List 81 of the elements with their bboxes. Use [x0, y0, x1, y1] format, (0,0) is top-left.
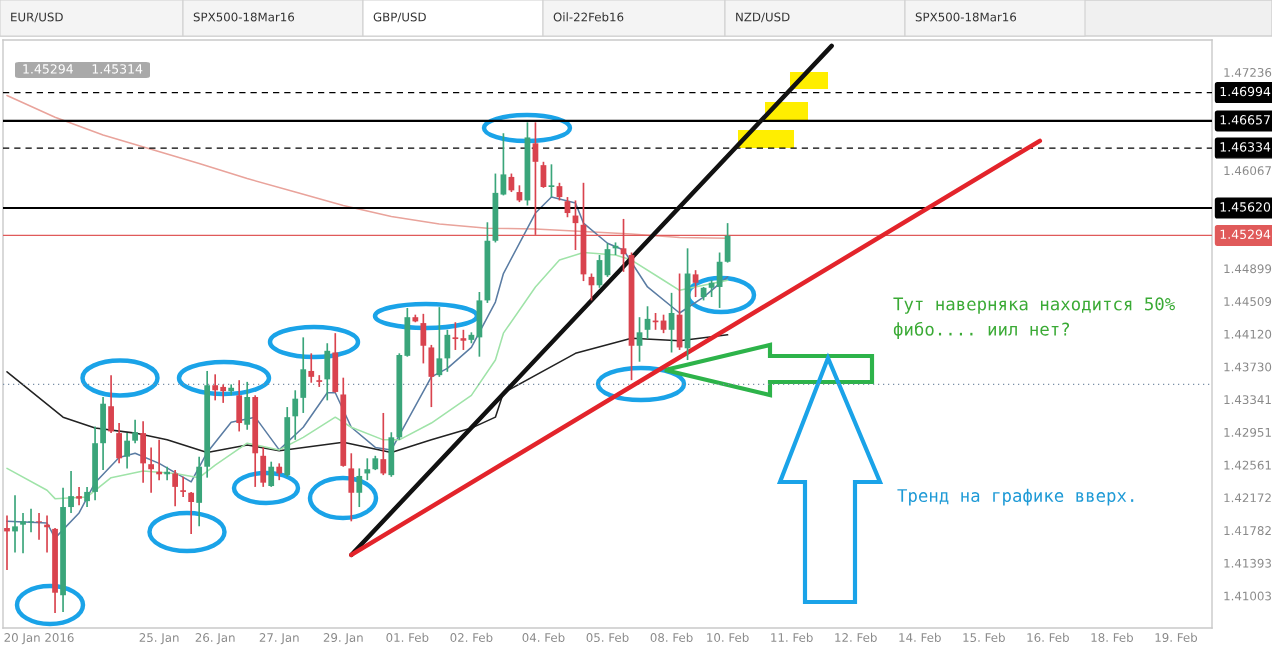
chart-title: GBP/USD [373, 12, 426, 23]
y-tick-label: 1.41782 [1224, 526, 1271, 536]
x-tick-label: 27. Jan [259, 633, 299, 645]
candlestick [460, 328, 467, 351]
ref-line-label: 1.46334 [1220, 142, 1271, 152]
candlestick [268, 460, 275, 488]
candlestick [84, 486, 90, 508]
candlestick [212, 373, 219, 402]
text: Oil-22Feb16 [553, 12, 624, 22]
x-tick-label: 11. Feb [771, 632, 813, 642]
text: EUR/USD [11, 12, 63, 23]
y-tick-label: 1.44509 [1224, 297, 1272, 306]
candlestick [172, 469, 179, 508]
x-tick-label: 08. Feb [650, 632, 693, 642]
candlestick [68, 470, 74, 514]
x-tick-label: 26. Jan [195, 633, 235, 645]
x-tick-label: 29. Jan [323, 633, 363, 645]
text: SPX500-18Mar16 [915, 12, 1017, 22]
candlestick [76, 486, 82, 507]
x-tick-label: 19. Feb [1155, 632, 1198, 642]
y-tick-label: 1.42951 [1224, 427, 1271, 437]
y-tick-label: 1.44120 [1224, 329, 1272, 339]
annotation: 1.45294 [23, 64, 73, 74]
line-series [6, 196, 729, 539]
ref-line-label: 1.45294 [1220, 229, 1271, 240]
y-tick-label: 1.46067 [1224, 166, 1271, 176]
candlestick [548, 163, 555, 198]
candlestick [364, 457, 371, 481]
candlestick [444, 328, 451, 373]
text: NZD/USD [736, 12, 790, 23]
candlestick [124, 432, 130, 470]
candlestick [180, 475, 187, 498]
candlestick [452, 321, 459, 351]
y-tick-label: 1.43730 [1224, 362, 1272, 372]
x-tick-label: 04. Feb [522, 632, 565, 642]
text: SPX500-18Mar16 [193, 12, 295, 22]
x-tick-label: 12. Feb [835, 632, 877, 642]
candlestick [36, 512, 42, 541]
y-tick-label: 1.42561 [1224, 460, 1271, 470]
candlestick [28, 507, 34, 534]
x-tick-label: 16. Feb [1027, 632, 1069, 642]
candlestick [420, 313, 427, 365]
candlestick [12, 494, 18, 554]
candlestick [692, 269, 699, 298]
ref-line-label: 1.45620 [1220, 202, 1271, 212]
x-tick-label: 15. Feb [963, 632, 1005, 642]
x-tick-label: 18. Feb [1091, 632, 1133, 642]
candlestick [4, 514, 10, 571]
annotation: Тут наверняка находится 50% фибо.... иил нет? [893, 297, 1175, 340]
y-tick-label: 1.42172 [1224, 493, 1271, 503]
y-tick-label: 1.43341 [1224, 395, 1271, 405]
line-series [6, 251, 729, 500]
y-tick-label: 1.41393 [1224, 558, 1271, 568]
candlestick [316, 374, 323, 388]
x-tick-label: 25. Jan [139, 633, 179, 645]
y-tick-label: 1.47236 [1224, 67, 1272, 77]
annotation: Тренд на графике вверх. [897, 488, 1134, 506]
annotation: 1.45314 [92, 64, 143, 74]
candlestick [636, 316, 643, 363]
x-tick-label: 20 Jan 2016 [4, 633, 74, 645]
ref-line-label: 1.46657 [1220, 115, 1270, 125]
candlestick [220, 383, 227, 404]
candlestick [436, 306, 443, 378]
candlestick [356, 467, 363, 508]
candlestick [308, 352, 315, 384]
x-tick-label: 01. Feb [386, 632, 429, 642]
line-series [6, 334, 729, 454]
y-tick-label: 1.44899 [1224, 264, 1272, 274]
x-tick-label: 14. Feb [899, 632, 941, 642]
candlestick [292, 389, 299, 441]
x-tick-label: 05. Feb [586, 632, 629, 642]
ref-line-label: 1.46994 [1220, 86, 1271, 97]
candlestick [20, 512, 26, 555]
candlestick [132, 418, 138, 445]
x-tick-label: 02. Feb [450, 632, 493, 642]
candlestick [380, 412, 387, 476]
candlestick [188, 491, 195, 535]
y-tick-label: 1.41003 [1224, 591, 1271, 601]
candlestick [500, 132, 507, 197]
x-tick-label: 10. Feb [707, 632, 749, 642]
candlestick [148, 446, 154, 494]
